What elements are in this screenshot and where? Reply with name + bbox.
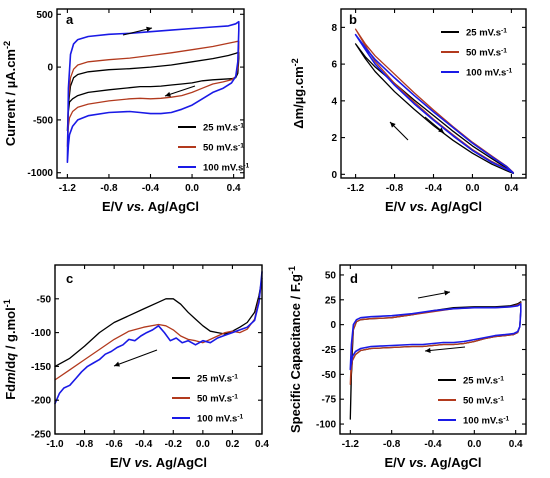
direction-arrow [417, 291, 451, 299]
y-tick-label: 500 [36, 10, 53, 21]
y-tick-label: 0 [331, 170, 337, 181]
y-tick-label: -150 [31, 362, 51, 373]
y-tick-label: -100 [316, 420, 336, 431]
panel-a: -1.2 -0.8 -0.4 0.0 0.4 500 0 -500 -1000 a E/V vs. … [2, 8, 250, 214]
y-tick-label: -200 [31, 396, 51, 407]
y-tick-label: -1000 [27, 168, 53, 179]
arrowhead [444, 290, 450, 296]
panel-letter: a [66, 12, 74, 27]
series-line [349, 303, 522, 371]
x-tick-label: 0.0 [196, 439, 210, 450]
legend-label: 100 mV.s-1 [463, 415, 510, 427]
series-line [349, 302, 522, 385]
y-tick-label: 25 [325, 295, 337, 306]
x-tick-label: -0.4 [142, 183, 160, 194]
y-tick-label: 0 [330, 320, 336, 331]
arrowhead [146, 26, 152, 32]
legend-label: 100 mV.s-1 [197, 413, 244, 425]
direction-arrow [113, 349, 158, 367]
legend-label: 25 mV.s-1 [466, 27, 507, 39]
arrowhead [390, 122, 396, 128]
y-tick-label: -250 [31, 430, 51, 441]
panel-b: -1.2 -0.8 -0.4 0.0 0.4 0 2 4 6 8 b E/V vs. Ag/AgCl Δ… [290, 8, 527, 214]
series-line [54, 281, 263, 381]
plot-frame [54, 264, 263, 435]
y-tick-label: 50 [325, 270, 337, 281]
x-tick-label: -0.8 [383, 439, 401, 450]
legend-label: 50 mV.s-1 [203, 142, 244, 154]
series-line [54, 271, 263, 405]
y-tick-label: -500 [33, 115, 53, 126]
x-axis-title: E/V vs. Ag/AgCl [110, 455, 207, 470]
series-line [66, 51, 240, 132]
panel-letter: b [349, 12, 357, 27]
x-axis-title: E/V vs. Ag/AgCl [385, 199, 482, 214]
y-tick-label: -50 [322, 370, 337, 381]
x-tick-label: -0.2 [165, 439, 183, 450]
y-tick-label: 0 [47, 63, 53, 74]
direction-arrow [424, 346, 466, 352]
x-tick-label: 0.0 [465, 183, 479, 194]
y-tick-label: 2 [331, 133, 337, 144]
legend-label: 25 mV.s-1 [203, 122, 244, 134]
arrowhead [165, 91, 171, 97]
y-tick-label: 4 [331, 96, 337, 107]
x-tick-label: -0.6 [106, 439, 124, 450]
panel-d: -1.2 -0.8 -0.4 0.0 0.4 50 25 0 -25 -50 -75 -100 d E/V… [287, 264, 527, 470]
x-tick-label: -0.8 [76, 439, 94, 450]
y-tick-label: 6 [331, 60, 337, 71]
y-tick-label: -75 [322, 395, 337, 406]
x-tick-label: -0.4 [425, 183, 443, 194]
x-tick-label: -1.2 [342, 439, 360, 450]
legend-label: 50 mV.s-1 [197, 393, 238, 405]
legend-label: 25 mV.s-1 [197, 373, 238, 385]
arrowhead [114, 361, 120, 367]
series-line [54, 277, 263, 368]
y-axis-title: Specific Capacitance / F.g-1 [287, 266, 303, 433]
y-tick-label: -50 [37, 294, 52, 305]
x-tick-label: -0.4 [135, 439, 153, 450]
x-tick-label: 0.4 [504, 183, 518, 194]
x-tick-label: -1.0 [46, 439, 64, 450]
x-tick-label: -1.2 [59, 183, 77, 194]
arrowhead [438, 127, 444, 133]
y-tick-label: 8 [331, 23, 337, 34]
legend-label: 100 mV.s-1 [466, 67, 513, 79]
series-line [66, 20, 240, 163]
x-tick-label: 0.0 [185, 183, 199, 194]
x-tick-label: -0.8 [100, 183, 118, 194]
x-tick-label: 0.4 [255, 439, 269, 450]
y-axis-title: Fdm/dq / g.mol-1 [2, 299, 18, 400]
panel-letter: d [350, 271, 358, 286]
legend-label: 50 mV.s-1 [463, 395, 504, 407]
y-axis-title: Current / µA.cm-2 [2, 41, 18, 146]
x-tick-label: 0.0 [467, 439, 481, 450]
x-tick-label: 0.4 [509, 439, 523, 450]
x-axis-title: E/V vs. Ag/AgCl [102, 199, 199, 214]
legend-label: 25 mV.s-1 [463, 375, 504, 387]
legend-label: 50 mV.s-1 [466, 47, 507, 59]
legend-label: 100 mV.s-1 [203, 162, 250, 174]
x-tick-label: -1.2 [347, 183, 365, 194]
x-tick-label: 0.2 [225, 439, 239, 450]
x-tick-label: -0.4 [424, 439, 442, 450]
y-tick-label: -25 [322, 345, 337, 356]
series-line [66, 40, 240, 147]
panel-c: -1.0 -0.8 -0.6 -0.4 -0.2 0.0 0.2 0.4 -50 -100 -150… [2, 264, 269, 470]
panel-letter: c [66, 271, 73, 286]
x-axis-title: E/V vs. Ag/AgCl [384, 455, 481, 470]
arrowhead [425, 347, 431, 354]
x-tick-label: -0.8 [386, 183, 404, 194]
y-tick-label: -100 [31, 328, 51, 339]
series-line [354, 33, 515, 174]
y-axis-title: Δm/µg.cm-2 [290, 58, 306, 128]
x-tick-label: 0.4 [227, 183, 241, 194]
